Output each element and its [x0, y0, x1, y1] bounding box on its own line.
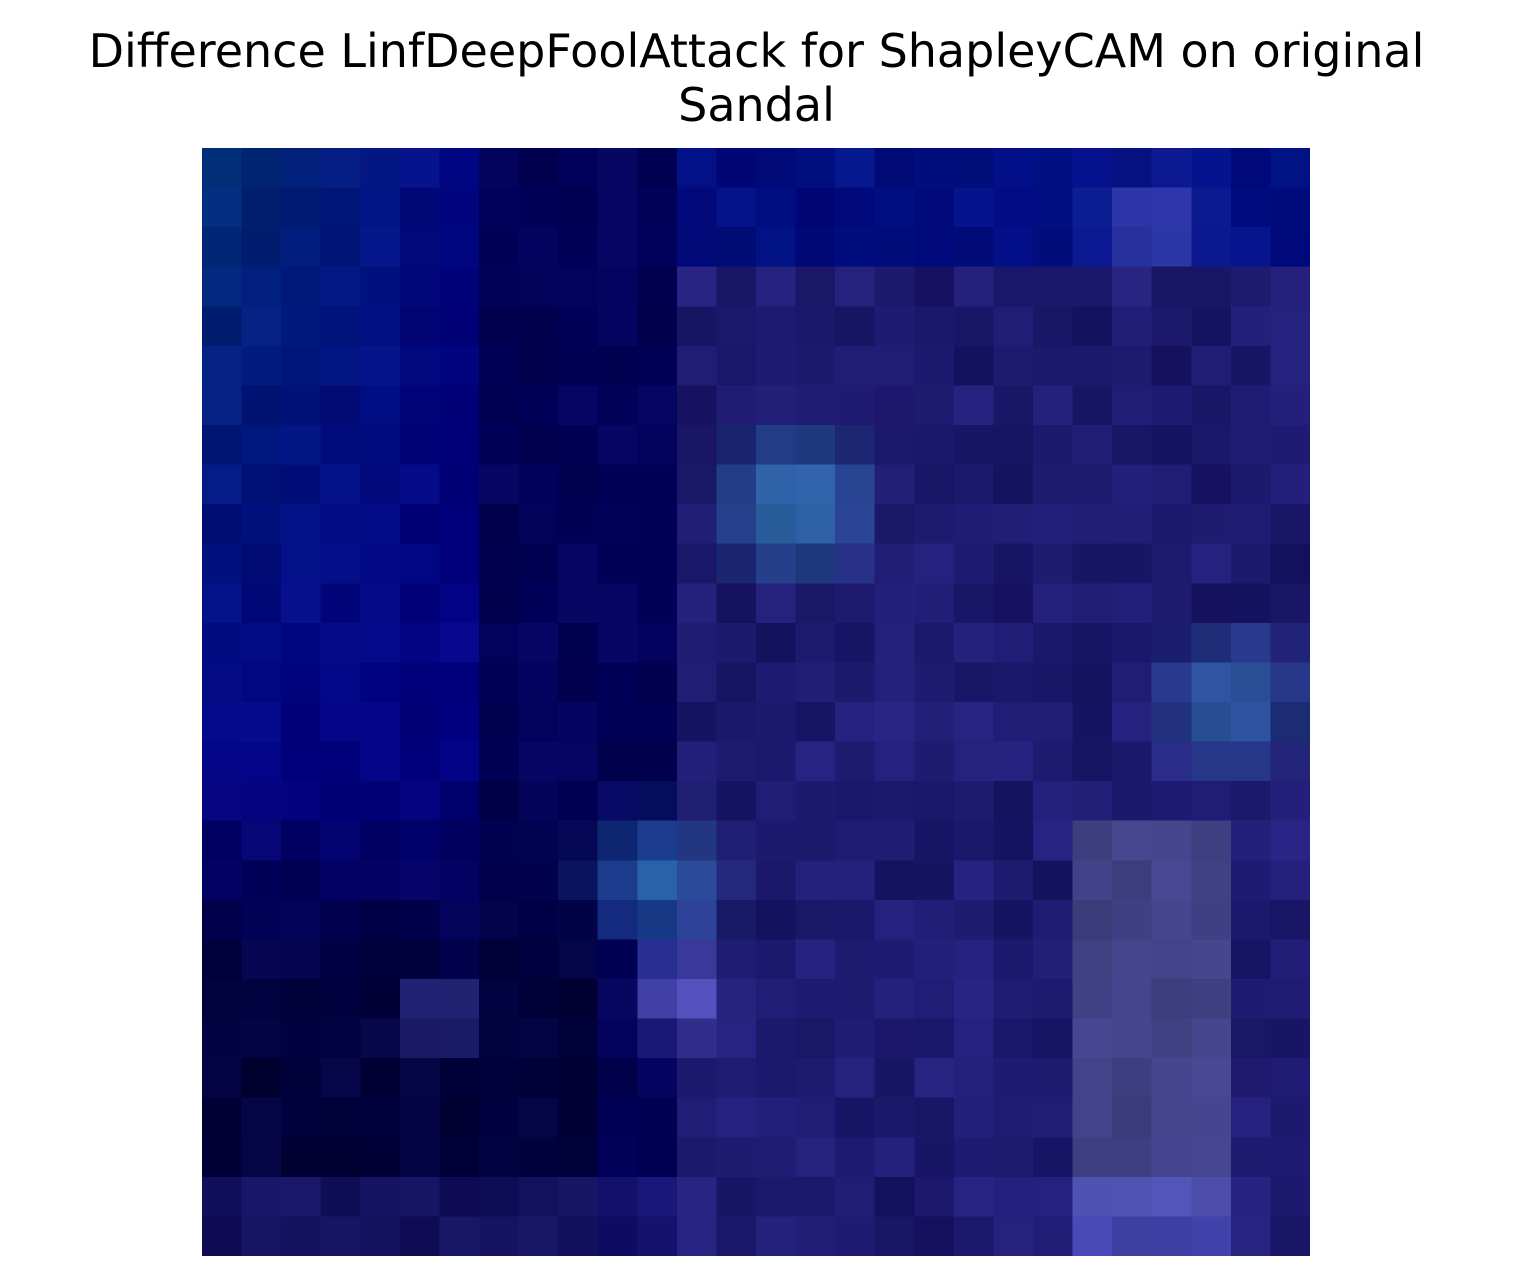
figure-title-line-2: Sandal: [0, 78, 1513, 132]
figure-title-line-1: Difference LinfDeepFoolAttack for Shaple…: [0, 24, 1513, 78]
heatmap-pixel-grid: [202, 148, 1310, 1256]
heatmap-image: [202, 148, 1310, 1256]
figure-title: Difference LinfDeepFoolAttack for Shaple…: [0, 24, 1513, 132]
